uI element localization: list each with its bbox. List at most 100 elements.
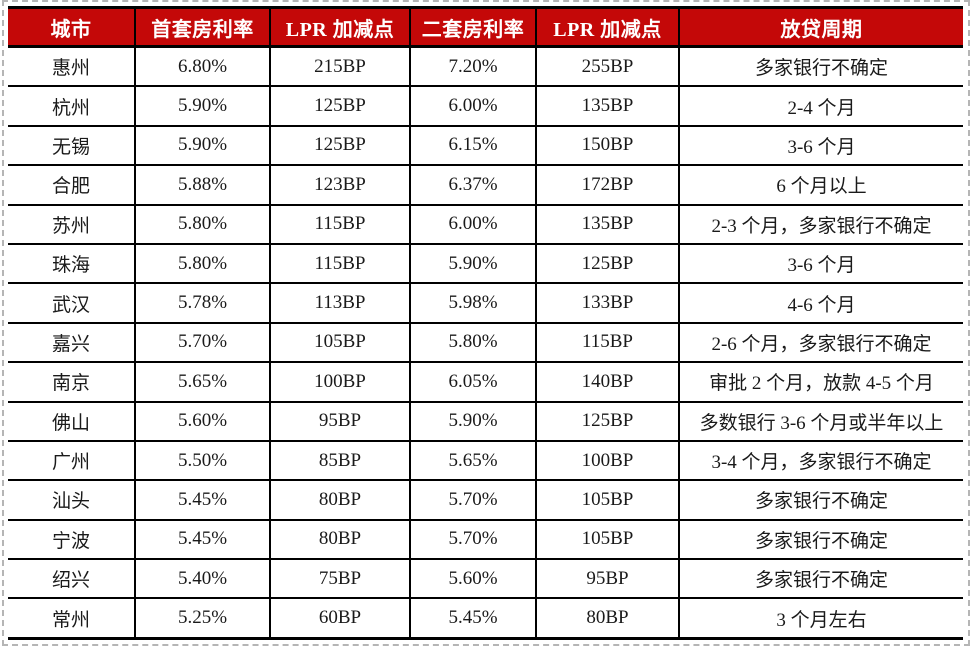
- table-cell: 多家银行不确定: [678, 46, 963, 87]
- table-cell: 多家银行不确定: [678, 480, 963, 520]
- table-cell: 150BP: [535, 125, 679, 166]
- column-header-0: 城市: [8, 7, 135, 47]
- table-cell: 215BP: [269, 46, 410, 87]
- header-row: 城市 首套房利率 LPR 加减点 二套房利率 LPR 加减点 放贷周期: [8, 7, 963, 47]
- table-cell: 95BP: [269, 401, 410, 441]
- mortgage-rates-table: 城市 首套房利率 LPR 加减点 二套房利率 LPR 加减点 放贷周期 惠州 6.80% 21…: [8, 6, 963, 640]
- table-row: 常州 5.25% 60BP 5.45% 80BP 3 个月左右: [8, 598, 963, 639]
- table-cell: 6.00%: [409, 204, 536, 244]
- table-cell: 5.80%: [134, 243, 270, 284]
- table-cell: 5.88%: [134, 165, 270, 205]
- table-cell: 100BP: [269, 362, 410, 402]
- table-cell: 审批 2 个月，放款 4-5 个月: [678, 362, 963, 402]
- table-cell: 133BP: [535, 283, 679, 323]
- table-cell: 5.45%: [134, 519, 270, 560]
- city-cell: 宁波: [51, 530, 90, 552]
- table-cell: 5.98%: [409, 283, 536, 323]
- table-cell: 140BP: [535, 362, 679, 402]
- table-cell: 85BP: [269, 440, 410, 481]
- table-cell: 5.80%: [409, 322, 536, 363]
- table-cell: 5.50%: [134, 440, 270, 481]
- table-cell: 7.20%: [409, 46, 536, 87]
- table-cell: 2-6 个月，多家银行不确定: [678, 322, 963, 363]
- table-cell: 125BP: [269, 125, 410, 166]
- table-cell: 115BP: [269, 204, 410, 244]
- city-cell: 杭州: [51, 97, 90, 119]
- city-cell: 珠海: [51, 255, 90, 277]
- city-cell: 汕头: [51, 491, 90, 513]
- table-cell: 105BP: [535, 480, 679, 520]
- table-row: 苏州 5.80% 115BP 6.00% 135BP 2-3 个月，多家银行不确定: [8, 204, 963, 244]
- city-cell: 苏州: [51, 215, 90, 237]
- table-cell: 3-6 个月: [678, 125, 963, 166]
- table-cell: 5.78%: [134, 283, 270, 323]
- table-row: 嘉兴 5.70% 105BP 5.80% 115BP 2-6 个月，多家银行不确定: [8, 322, 963, 363]
- table-cell: 123BP: [269, 165, 410, 205]
- table-cell: 80BP: [269, 519, 410, 560]
- column-header-4: LPR 加减点: [535, 7, 679, 47]
- table-cell: 5.25%: [134, 598, 270, 639]
- table-cell: 5.90%: [134, 86, 270, 126]
- table-row: 惠州 6.80% 215BP 7.20% 255BP 多家银行不确定: [8, 46, 963, 87]
- table-row: 南京 5.65% 100BP 6.05% 140BP 审批 2 个月，放款 4-5 个月: [8, 362, 963, 402]
- table-cell: 95BP: [535, 559, 679, 599]
- table-cell: 105BP: [535, 519, 679, 560]
- table-row: 无锡 5.90% 125BP 6.15% 150BP 3-6 个月: [8, 125, 963, 166]
- table-cell: 3-4 个月，多家银行不确定: [678, 440, 963, 481]
- table-cell: 多家银行不确定: [678, 559, 963, 599]
- table-cell: 2-3 个月，多家银行不确定: [678, 204, 963, 244]
- table-cell: 5.70%: [409, 480, 536, 520]
- city-cell: 南京: [51, 373, 90, 395]
- table-row: 宁波 5.45% 80BP 5.70% 105BP 多家银行不确定: [8, 519, 963, 560]
- table-cell: 135BP: [535, 204, 679, 244]
- table-cell: 5.40%: [134, 559, 270, 599]
- column-header-5: 放贷周期: [678, 7, 963, 47]
- city-cell: 广州: [51, 452, 90, 474]
- table-cell: 5.90%: [409, 401, 536, 441]
- table-cell: 6 个月以上: [678, 165, 963, 205]
- table-cell: 4-6 个月: [678, 283, 963, 323]
- table-cell: 5.70%: [134, 322, 270, 363]
- table-cell: 6.15%: [409, 125, 536, 166]
- city-cell: 合肥: [51, 176, 90, 198]
- column-header-3: 二套房利率: [409, 7, 536, 47]
- table-cell: 172BP: [535, 165, 679, 205]
- table-row: 合肥 5.88% 123BP 6.37% 172BP 6 个月以上: [8, 165, 963, 205]
- table-cell: 115BP: [269, 243, 410, 284]
- city-cell: 绍兴: [51, 570, 90, 592]
- table-cell: 60BP: [269, 598, 410, 639]
- table-cell: 255BP: [535, 46, 679, 87]
- table-cell: 105BP: [269, 322, 410, 363]
- city-cell: 佛山: [51, 412, 90, 434]
- table-row: 绍兴 5.40% 75BP 5.60% 95BP 多家银行不确定: [8, 559, 963, 599]
- column-header-1: 首套房利率: [134, 7, 270, 47]
- table-cell: 125BP: [535, 401, 679, 441]
- table-cell: 5.90%: [134, 125, 270, 166]
- table-cell: 2-4 个月: [678, 86, 963, 126]
- table-cell: 3 个月左右: [678, 598, 963, 639]
- table-cell: 6.80%: [134, 46, 270, 87]
- table-cell: 5.65%: [409, 440, 536, 481]
- table-cell: 5.60%: [134, 401, 270, 441]
- table-cell: 5.70%: [409, 519, 536, 560]
- table-cell: 80BP: [535, 598, 679, 639]
- table-cell: 5.45%: [409, 598, 536, 639]
- table-row: 汕头 5.45% 80BP 5.70% 105BP 多家银行不确定: [8, 480, 963, 520]
- table-cell: 3-6 个月: [678, 243, 963, 284]
- table-cell: 80BP: [269, 480, 410, 520]
- table-cell: 115BP: [535, 322, 679, 363]
- table-cell: 6.00%: [409, 86, 536, 126]
- table-cell: 100BP: [535, 440, 679, 481]
- table-cell: 5.90%: [409, 243, 536, 284]
- city-cell: 常州: [51, 609, 90, 631]
- table-cell: 135BP: [535, 86, 679, 126]
- table-cell: 5.60%: [409, 559, 536, 599]
- table-cell: 5.65%: [134, 362, 270, 402]
- city-cell: 无锡: [51, 136, 90, 158]
- city-cell: 嘉兴: [51, 333, 90, 355]
- table-cell: 113BP: [269, 283, 410, 323]
- table-cell: 5.45%: [134, 480, 270, 520]
- city-cell: 武汉: [51, 294, 90, 316]
- table-cell: 125BP: [269, 86, 410, 126]
- table-cell: 5.80%: [134, 204, 270, 244]
